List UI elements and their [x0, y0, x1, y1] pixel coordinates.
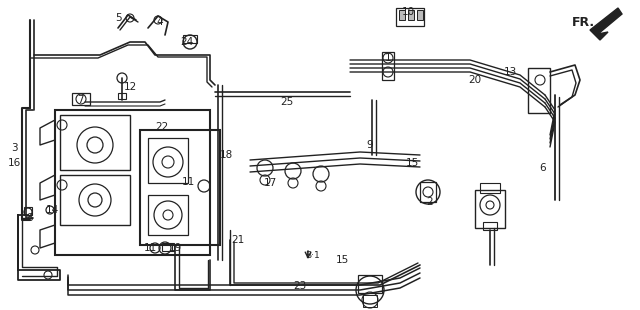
- Text: 10: 10: [401, 7, 415, 17]
- Text: 7: 7: [77, 95, 83, 105]
- Bar: [528, 68, 550, 113]
- Text: 19: 19: [168, 243, 182, 253]
- Text: 1: 1: [385, 53, 391, 63]
- Text: 6: 6: [540, 163, 547, 173]
- Bar: [183, 35, 197, 43]
- Text: 11: 11: [181, 177, 195, 187]
- Bar: [60, 175, 130, 225]
- Text: 25: 25: [280, 97, 294, 107]
- Bar: [399, 10, 405, 20]
- Text: 16: 16: [8, 158, 20, 168]
- Bar: [72, 93, 90, 105]
- Bar: [162, 243, 174, 251]
- Bar: [140, 130, 220, 245]
- Text: 21: 21: [232, 235, 244, 245]
- Text: 20: 20: [468, 75, 481, 85]
- Polygon shape: [590, 8, 622, 40]
- Text: 4: 4: [157, 17, 163, 27]
- Text: B·1: B·1: [305, 251, 319, 260]
- Text: 12: 12: [124, 82, 136, 92]
- Bar: [148, 138, 188, 183]
- Text: 14: 14: [45, 205, 59, 215]
- Bar: [363, 295, 377, 307]
- Text: 5: 5: [115, 13, 122, 23]
- Text: 11: 11: [143, 243, 157, 253]
- Text: 3: 3: [11, 143, 17, 153]
- Bar: [396, 8, 424, 26]
- Bar: [480, 183, 500, 193]
- Bar: [475, 190, 505, 228]
- Text: 9: 9: [367, 140, 373, 150]
- Bar: [118, 93, 126, 99]
- Bar: [148, 195, 188, 235]
- Bar: [408, 10, 414, 20]
- Text: 15: 15: [335, 255, 349, 265]
- Bar: [55, 110, 210, 255]
- Text: FR.: FR.: [572, 16, 595, 29]
- Bar: [483, 222, 497, 230]
- Text: 13: 13: [504, 67, 516, 77]
- Text: 2: 2: [427, 197, 433, 207]
- Bar: [420, 182, 436, 202]
- Text: 22: 22: [156, 122, 168, 132]
- Bar: [382, 52, 394, 80]
- Text: 17: 17: [264, 178, 276, 188]
- Bar: [60, 115, 130, 170]
- Text: 24: 24: [180, 37, 194, 47]
- Bar: [24, 207, 32, 215]
- Text: 23: 23: [293, 281, 307, 291]
- Text: 8: 8: [27, 213, 33, 223]
- Text: 15: 15: [405, 158, 419, 168]
- Text: 18: 18: [220, 150, 232, 160]
- Bar: [417, 10, 423, 20]
- Bar: [358, 275, 382, 293]
